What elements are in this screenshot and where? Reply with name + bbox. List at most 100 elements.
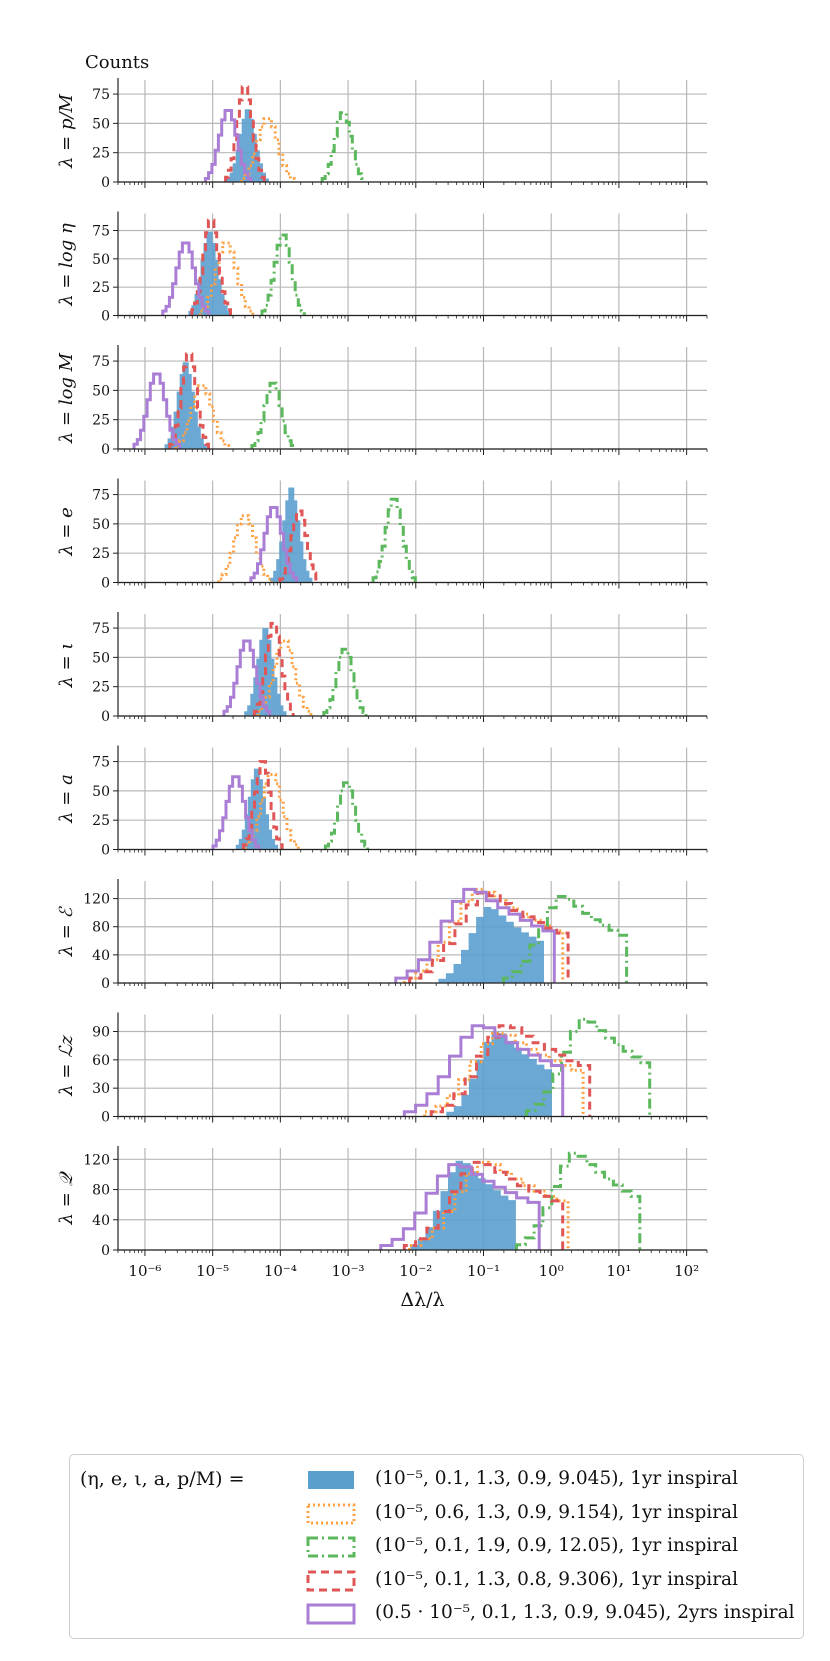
histogram-series-4 xyxy=(379,1163,541,1250)
y-axis-label: λ = ℰ xyxy=(56,905,77,957)
legend-swatch xyxy=(306,1570,356,1591)
histogram-series-1 xyxy=(256,639,313,716)
y-tick-label: 0 xyxy=(101,175,110,191)
y-tick-label: 75 xyxy=(92,488,110,504)
y-tick-label: 50 xyxy=(92,116,110,132)
y-tick-label: 25 xyxy=(92,280,110,296)
y-tick-label: 75 xyxy=(92,621,110,637)
y-tick-label: 75 xyxy=(92,224,110,240)
legend-swatch-rect xyxy=(306,1570,356,1591)
counts-label: Counts xyxy=(85,52,149,73)
histogram-series-1 xyxy=(174,384,231,449)
y-axis-label: λ = log η xyxy=(56,223,77,307)
legend-label: (10⁻⁵, 0.6, 1.3, 0.9, 9.154), 1yr inspir… xyxy=(375,1501,739,1523)
y-axis-label: λ = log M xyxy=(56,352,77,444)
y-tick-label: 50 xyxy=(92,383,110,399)
y-tick-label: 50 xyxy=(92,784,110,800)
histogram-series-3 xyxy=(402,1160,565,1250)
histogram-series-1 xyxy=(217,514,273,583)
histogram-series-4 xyxy=(249,506,299,583)
y-tick-label: 120 xyxy=(83,1152,110,1168)
y-tick-label: 90 xyxy=(92,1025,110,1041)
y-tick-label: 25 xyxy=(92,680,110,696)
x-axis-label: Δλ/λ xyxy=(400,1289,444,1311)
y-tick-label: 80 xyxy=(92,1183,110,1199)
y-tick-label: 80 xyxy=(92,920,110,936)
y-tick-label: 75 xyxy=(92,354,110,370)
x-tick-label: 10⁰ xyxy=(539,1262,564,1280)
legend-swatch-rect xyxy=(306,1603,356,1625)
y-tick-label: 0 xyxy=(101,576,110,592)
y-tick-label: 0 xyxy=(101,1110,110,1126)
histogram-series-0 xyxy=(226,109,269,182)
y-tick-label: 0 xyxy=(101,442,110,458)
legend-label: (10⁻⁵, 0.1, 1.9, 0.9, 12.05), 1yr inspir… xyxy=(375,1535,739,1556)
y-tick-label: 25 xyxy=(92,813,110,829)
y-axis-label: λ = p/M xyxy=(56,93,77,169)
y-tick-label: 0 xyxy=(101,1243,110,1259)
x-tick-label: 10⁻¹ xyxy=(467,1262,500,1280)
histogram-series-1 xyxy=(423,1031,585,1117)
histogram-series-4 xyxy=(132,372,182,449)
histogram-series-2 xyxy=(323,781,370,850)
histogram-series-4 xyxy=(394,887,556,983)
y-tick-label: 60 xyxy=(92,1053,110,1069)
y-tick-label: 0 xyxy=(101,843,110,859)
y-tick-label: 0 xyxy=(101,976,110,992)
histogram-series-0 xyxy=(235,768,278,850)
y-tick-label: 25 xyxy=(92,413,110,429)
histogram-series-1 xyxy=(239,117,296,182)
y-axis-label: λ = ι xyxy=(56,643,77,689)
histogram-series-3 xyxy=(429,1024,592,1117)
y-tick-label: 50 xyxy=(92,650,110,666)
y-axis-label: λ = ℒz xyxy=(56,1035,77,1097)
legend-swatch-rect xyxy=(308,1471,354,1489)
y-tick-label: 25 xyxy=(92,546,110,562)
legend-swatch-rect xyxy=(306,1503,356,1524)
histogram-series-1 xyxy=(198,241,255,316)
legend-label: (0.5 · 10⁻⁵, 0.1, 1.3, 0.9, 9.045), 2yrs… xyxy=(375,1602,795,1623)
y-tick-label: 25 xyxy=(92,146,110,162)
y-axis-label: λ = 𝒬 xyxy=(56,1170,77,1225)
legend-swatch xyxy=(306,1503,356,1524)
histogram-series-4 xyxy=(222,639,272,716)
y-tick-label: 0 xyxy=(101,709,110,725)
x-tick-label: 10⁻⁶ xyxy=(128,1262,161,1280)
histogram-series-2 xyxy=(250,381,296,449)
histogram-series-4 xyxy=(203,109,253,182)
y-tick-label: 0 xyxy=(101,309,110,325)
y-tick-label: 75 xyxy=(92,87,110,103)
histogram-series-2 xyxy=(501,895,629,983)
y-tick-label: 40 xyxy=(92,1213,110,1229)
legend-swatch xyxy=(306,1603,356,1625)
histogram-series-3 xyxy=(252,621,295,716)
y-tick-label: 40 xyxy=(92,948,110,964)
x-tick-label: 10⁻² xyxy=(399,1262,432,1280)
y-tick-label: 30 xyxy=(92,1081,110,1097)
y-axis-label: λ = a xyxy=(56,774,77,824)
legend-label: (10⁻⁵, 0.1, 1.3, 0.9, 9.045), 1yr inspir… xyxy=(375,1468,739,1489)
y-axis-label: λ = e xyxy=(56,507,77,557)
y-tick-label: 120 xyxy=(83,892,110,908)
y-tick-label: 75 xyxy=(92,755,110,771)
histogram-series-2 xyxy=(524,1017,652,1117)
legend-label: (10⁻⁵, 0.1, 1.3, 0.8, 9.306), 1yr inspir… xyxy=(375,1568,739,1590)
x-tick-label: 10² xyxy=(674,1262,699,1280)
legend-swatch-rect xyxy=(306,1536,356,1558)
histogram-series-2 xyxy=(322,647,368,716)
histogram-series-1 xyxy=(244,773,300,850)
legend-swatch xyxy=(306,1536,356,1558)
legend-title: (η, e, ι, a, p/M) = xyxy=(80,1468,245,1490)
histogram-series-2 xyxy=(515,1151,642,1250)
x-tick-label: 10¹ xyxy=(606,1262,631,1280)
histogram-series-2 xyxy=(371,497,417,583)
histogram-series-3 xyxy=(278,509,321,583)
histogram-series-4 xyxy=(211,775,261,850)
histogram-series-4 xyxy=(161,241,211,316)
y-tick-label: 50 xyxy=(92,252,110,268)
legend-swatch xyxy=(308,1471,354,1489)
x-tick-label: 10⁻³ xyxy=(332,1262,365,1280)
x-tick-label: 10⁻⁵ xyxy=(196,1262,229,1280)
x-tick-label: 10⁻⁴ xyxy=(264,1262,297,1280)
y-tick-label: 50 xyxy=(92,517,110,533)
